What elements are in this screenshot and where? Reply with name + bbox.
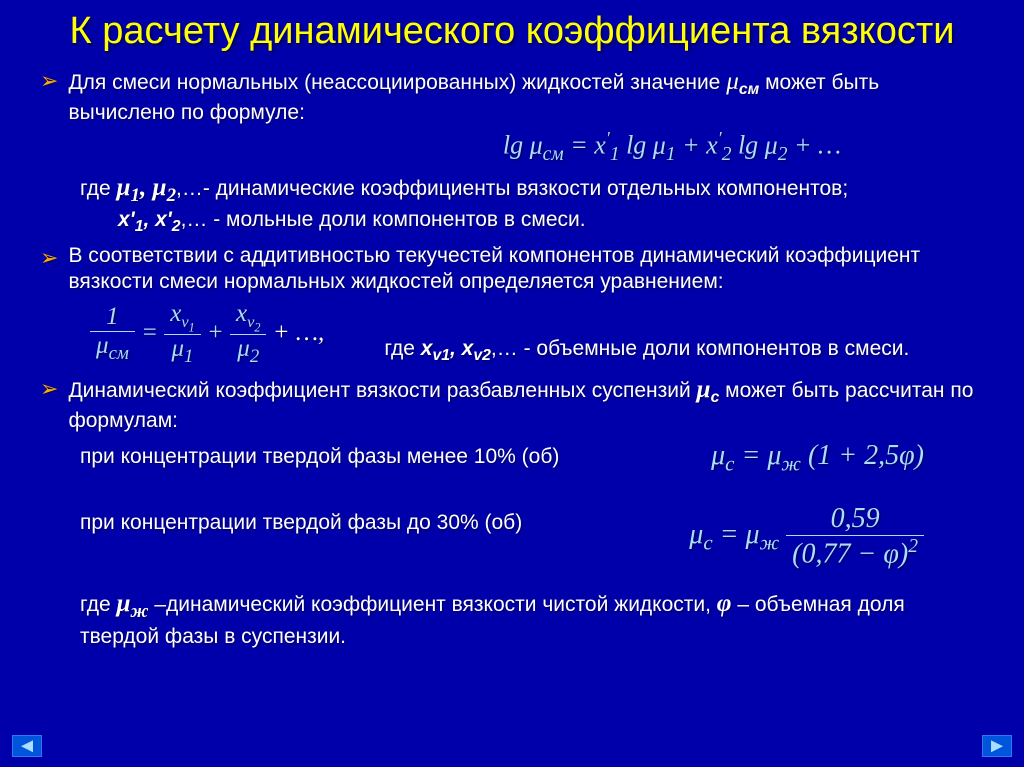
- w1-pre: где: [80, 177, 116, 200]
- bullet-2: ➢ В соответствии с аддитивностью текучес…: [40, 243, 984, 296]
- f2-plus1: +: [207, 319, 230, 346]
- w4-mu: μж: [116, 590, 148, 617]
- f2-end: + …,: [273, 319, 325, 346]
- w1-mu: μ1, μ2: [116, 174, 176, 201]
- formula-2: 1μсм = xv1μ1 + xv2μ2 + …,: [90, 300, 324, 368]
- formula-3b: μс = μж 0,59(0,77 − φ)2: [689, 504, 924, 570]
- b3-pre: Динамический коэффициент вязкости разбав…: [68, 379, 696, 402]
- w2-x: x'1, x'2: [118, 208, 181, 231]
- w2-rest: ,… - мольные доли компонентов в смеси.: [181, 208, 586, 231]
- b2-text: В соответствии с аддитивностью текучесте…: [68, 243, 984, 296]
- w4-pre: где: [80, 593, 116, 616]
- w3-pre: где: [384, 337, 420, 360]
- bullet-marker-icon: ➢: [40, 68, 58, 126]
- slide-title: К расчету динамического коэффициента вяз…: [40, 10, 984, 54]
- b3-sub: с: [711, 389, 720, 406]
- where-3: где xv1, xv2,… - объемные доли компонент…: [384, 336, 909, 366]
- w3-x: xv1, xv2: [421, 337, 491, 360]
- w3-post: ,… - объемные доли компонентов в смеси.: [491, 337, 909, 360]
- bullet-marker-icon: ➢: [40, 245, 58, 296]
- formula-3a: μс = μж (1 + 2,5φ): [711, 440, 924, 477]
- where-4: где μж –динамический коэффициент вязкост…: [80, 588, 984, 650]
- f2-eq: =: [141, 319, 164, 346]
- where-1: где μ1, μ2,…- динамические коэффициенты …: [80, 172, 984, 208]
- next-slide-button[interactable]: ►: [982, 735, 1012, 757]
- b3-sym: μ: [697, 376, 711, 403]
- bullet-1: ➢ Для смеси нормальных (неассоциированны…: [40, 66, 984, 126]
- w4-mid: –динамический коэффициент вязкости чисто…: [149, 593, 717, 616]
- w4-phi: φ: [717, 590, 732, 617]
- where-2: x'1, x'2,… - мольные доли компонентов в …: [118, 207, 984, 237]
- b1-pre: Для смеси нормальных (неассоциированных)…: [68, 71, 726, 94]
- b1-sub: см: [739, 81, 759, 98]
- bullet-3: ➢ Динамический коэффициент вязкости разб…: [40, 374, 984, 434]
- w1-rest: ,…- динамические коэффициенты вязкости о…: [176, 177, 848, 200]
- prev-slide-button[interactable]: ◄: [12, 735, 42, 757]
- b1-sym: μ: [726, 68, 739, 95]
- bullet-marker-icon: ➢: [40, 376, 58, 434]
- formula-1: lg μсм = x′1 lg μ1 + x′2 lg μ2 + …: [360, 128, 984, 166]
